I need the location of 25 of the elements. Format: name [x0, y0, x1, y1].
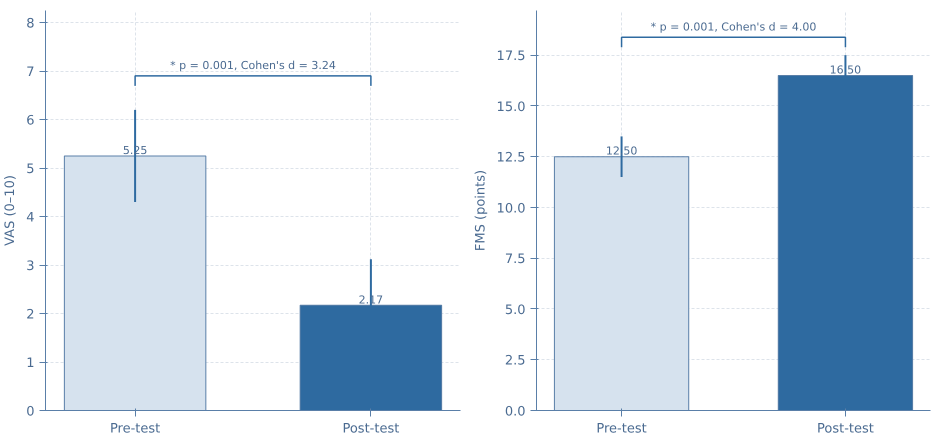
- y-tick-label: 7: [26, 65, 35, 80]
- y-tick-label: 5: [26, 162, 35, 178]
- x-tick-label: Post-test: [817, 422, 874, 436]
- y-tick-label: 2: [26, 308, 35, 323]
- y-tick-label: 8: [26, 16, 35, 32]
- annotation: * p = 0.001, Cohen's d = 4.00: [650, 20, 816, 34]
- x-tick-label: Pre-test: [596, 422, 647, 436]
- annotation: * p = 0.001, Cohen's d = 3.24: [170, 58, 336, 72]
- y-tick-label: 17.5: [496, 49, 526, 64]
- y-tick-label: 0: [26, 404, 35, 420]
- y-axis-title: FMS (points): [474, 170, 489, 252]
- y-tick-label: 5.0: [504, 302, 526, 318]
- x-tick-label: Post-test: [342, 422, 400, 436]
- y-tick-label: 3: [26, 259, 35, 274]
- y-tick-label: 15.0: [496, 100, 526, 115]
- y-tick-label: 4: [26, 210, 35, 226]
- y-tick-label: 10.0: [496, 201, 526, 216]
- x-tick-label: Pre-test: [110, 422, 160, 436]
- y-tick-label: 6: [26, 114, 35, 129]
- y-tick-label: 0.0: [504, 404, 526, 420]
- y-tick-label: 7.5: [504, 252, 526, 268]
- y-axis-title: VAS (0–10): [3, 175, 18, 246]
- y-tick-label: 12.5: [496, 150, 526, 166]
- y-tick-label: 2.5: [504, 354, 526, 369]
- y-tick-label: 1: [26, 356, 35, 372]
